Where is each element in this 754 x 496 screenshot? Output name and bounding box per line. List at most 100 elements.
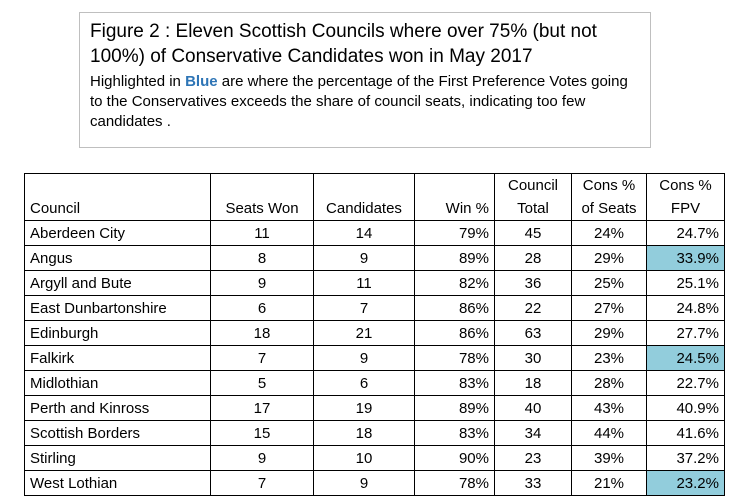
cell-cons-fpv: 23.2% (646, 470, 725, 496)
cell-seats-won: 18 (210, 320, 314, 346)
cell-council-total: 23 (494, 445, 572, 471)
figure-subtitle: Highlighted in Blue are where the percen… (90, 72, 640, 132)
header-council-total-line1: Council (494, 173, 572, 197)
subtitle-text-before: Highlighted in (90, 73, 186, 90)
cell-council-total: 40 (494, 395, 572, 421)
cell-win-pct: 89% (414, 245, 495, 271)
header-win-blank (414, 173, 495, 197)
cell-cons-seats: 29% (571, 320, 647, 346)
cell-cons-fpv: 33.9% (646, 245, 725, 271)
cell-seats-won: 11 (210, 220, 314, 246)
header-candidates-blank (313, 173, 415, 197)
cell-council: East Dunbartonshire (24, 295, 211, 321)
header-row-top: Council Cons % Cons % (24, 173, 725, 197)
cell-candidates: 7 (313, 295, 415, 321)
cell-cons-fpv: 24.5% (646, 345, 725, 371)
cell-council: Falkirk (24, 345, 211, 371)
cell-candidates: 18 (313, 420, 415, 446)
cell-cons-seats: 27% (571, 295, 647, 321)
cell-cons-fpv: 25.1% (646, 270, 725, 296)
table-row: Edinburgh 18 21 86% 63 29% 27.7% (24, 320, 725, 346)
cell-council: Edinburgh (24, 320, 211, 346)
cell-cons-fpv: 41.6% (646, 420, 725, 446)
cell-seats-won: 15 (210, 420, 314, 446)
table-row: Perth and Kinross 17 19 89% 40 43% 40.9% (24, 395, 725, 421)
cell-cons-seats: 29% (571, 245, 647, 271)
table-header: Council Cons % Cons % Council Seats Won … (24, 173, 725, 221)
table-row: Aberdeen City 11 14 79% 45 24% 24.7% (24, 220, 725, 246)
cell-cons-seats: 43% (571, 395, 647, 421)
cell-win-pct: 83% (414, 420, 495, 446)
header-council: Council (24, 197, 211, 221)
cell-council-total: 28 (494, 245, 572, 271)
cell-cons-fpv: 40.9% (646, 395, 725, 421)
header-seats-won: Seats Won (210, 197, 314, 221)
header-win-pct: Win % (414, 197, 495, 221)
table-row: Argyll and Bute 9 11 82% 36 25% 25.1% (24, 270, 725, 296)
header-cons-fpv-line2: FPV (646, 197, 725, 221)
cell-council: Argyll and Bute (24, 270, 211, 296)
cell-win-pct: 89% (414, 395, 495, 421)
figure-title-line-2: 100%) of Conservative Candidates won in … (90, 46, 533, 67)
cell-win-pct: 79% (414, 220, 495, 246)
cell-cons-seats: 24% (571, 220, 647, 246)
cell-cons-seats: 23% (571, 345, 647, 371)
cell-seats-won: 7 (210, 470, 314, 496)
cell-win-pct: 86% (414, 295, 495, 321)
cell-seats-won: 9 (210, 270, 314, 296)
cell-candidates: 9 (313, 245, 415, 271)
cell-win-pct: 78% (414, 345, 495, 371)
cell-cons-fpv: 22.7% (646, 370, 725, 396)
cell-candidates: 19 (313, 395, 415, 421)
cell-council: Perth and Kinross (24, 395, 211, 421)
cell-cons-fpv: 27.7% (646, 320, 725, 346)
cell-cons-fpv: 37.2% (646, 445, 725, 471)
cell-seats-won: 9 (210, 445, 314, 471)
cell-seats-won: 5 (210, 370, 314, 396)
header-council-total-line2: Total (494, 197, 572, 221)
table-row: Falkirk 7 9 78% 30 23% 24.5% (24, 345, 725, 371)
header-seats-blank (210, 173, 314, 197)
header-council-blank (24, 173, 211, 197)
table-row: Midlothian 5 6 83% 18 28% 22.7% (24, 370, 725, 396)
cell-candidates: 14 (313, 220, 415, 246)
header-row-bottom: Council Seats Won Candidates Win % Total… (24, 197, 725, 221)
cell-cons-fpv: 24.8% (646, 295, 725, 321)
figure-caption: Figure 2 : Eleven Scottish Councils wher… (79, 12, 651, 148)
cell-win-pct: 86% (414, 320, 495, 346)
cell-candidates: 9 (313, 470, 415, 496)
figure-title-line-1: Figure 2 : Eleven Scottish Councils wher… (90, 21, 597, 42)
table-row: West Lothian 7 9 78% 33 21% 23.2% (24, 470, 725, 496)
cell-candidates: 9 (313, 345, 415, 371)
cell-candidates: 21 (313, 320, 415, 346)
cell-seats-won: 8 (210, 245, 314, 271)
table-row: Stirling 9 10 90% 23 39% 37.2% (24, 445, 725, 471)
subtitle-text-after: are where the percentage of the First Pr… (90, 73, 628, 130)
cell-council-total: 36 (494, 270, 572, 296)
cell-council: Aberdeen City (24, 220, 211, 246)
cell-cons-seats: 25% (571, 270, 647, 296)
cell-council: Scottish Borders (24, 420, 211, 446)
cell-council-total: 22 (494, 295, 572, 321)
cell-cons-seats: 44% (571, 420, 647, 446)
cell-council-total: 30 (494, 345, 572, 371)
cell-seats-won: 6 (210, 295, 314, 321)
cell-council: Angus (24, 245, 211, 271)
cell-win-pct: 78% (414, 470, 495, 496)
cell-candidates: 11 (313, 270, 415, 296)
cell-council-total: 63 (494, 320, 572, 346)
cell-council: Stirling (24, 445, 211, 471)
cell-seats-won: 7 (210, 345, 314, 371)
cell-win-pct: 82% (414, 270, 495, 296)
cell-candidates: 6 (313, 370, 415, 396)
cell-cons-seats: 39% (571, 445, 647, 471)
cell-win-pct: 90% (414, 445, 495, 471)
header-cons-seats-line1: Cons % (571, 173, 647, 197)
cell-council-total: 34 (494, 420, 572, 446)
cell-council-total: 33 (494, 470, 572, 496)
table-row: East Dunbartonshire 6 7 86% 22 27% 24.8% (24, 295, 725, 321)
cell-seats-won: 17 (210, 395, 314, 421)
councils-table: Council Cons % Cons % Council Seats Won … (24, 173, 725, 496)
cell-win-pct: 83% (414, 370, 495, 396)
subtitle-highlight-word: Blue (185, 73, 218, 90)
